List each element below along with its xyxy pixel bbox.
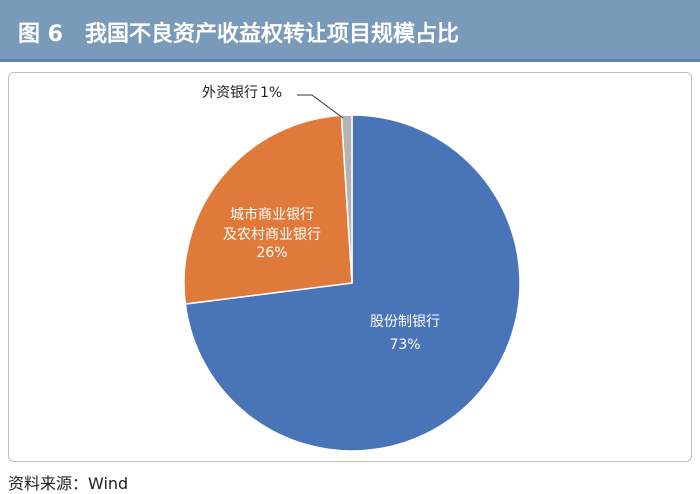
source-note: 资料来源：Wind — [8, 474, 129, 493]
chart-frame — [8, 72, 692, 462]
header: 图 6 我国不良资产收益权转让项目规模占比 — [0, 0, 700, 62]
pie-slice — [340, 114, 353, 284]
value-label: 26% — [256, 245, 288, 261]
slice-label: 城市商业银行 及农村商业银行 — [223, 207, 321, 243]
value-label: 73% — [389, 337, 421, 353]
pie-slice — [183, 114, 353, 305]
value-label: 1% — [260, 85, 283, 101]
slice-label: 外资银行 — [202, 85, 258, 101]
slice-label: 股份制银行 — [370, 314, 440, 330]
chart-title: 图 6 我国不良资产收益权转让项目规模占比 — [18, 22, 459, 47]
leader-line — [297, 94, 344, 119]
